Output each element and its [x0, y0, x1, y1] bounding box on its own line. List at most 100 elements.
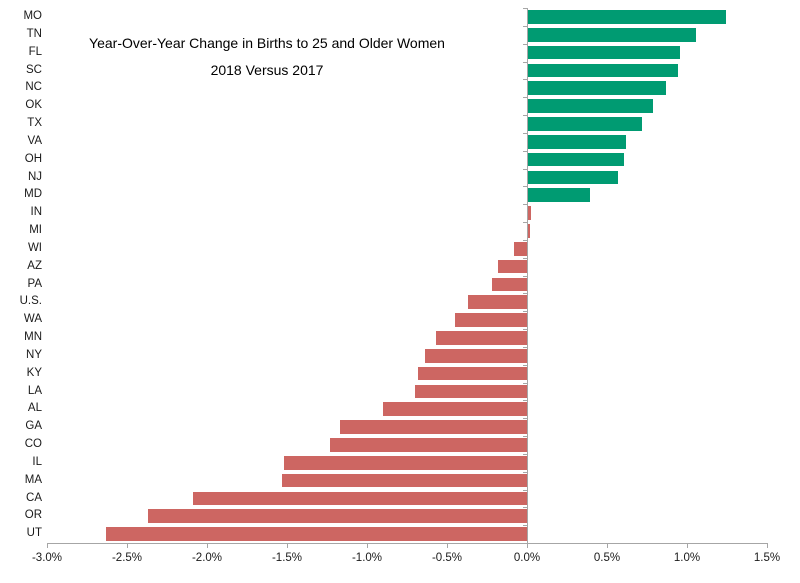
- y-axis-label-tn: TN: [26, 27, 42, 40]
- bar-ut: [106, 527, 527, 541]
- bar-md: [528, 188, 591, 203]
- baseline-tick: [523, 61, 527, 63]
- baseline-tick: [523, 257, 527, 259]
- y-axis-label-wa: WA: [23, 313, 42, 326]
- x-axis-tick: [687, 543, 688, 548]
- baseline-tick: [523, 204, 527, 206]
- baseline-tick: [523, 471, 527, 473]
- bar-ny: [424, 348, 527, 363]
- y-axis-label-tx: TX: [27, 117, 42, 129]
- bar-wa: [455, 313, 527, 327]
- y-axis-label-al: AL: [27, 402, 42, 415]
- bar-wi: [514, 241, 527, 256]
- x-axis-tick: [367, 543, 368, 548]
- y-axis-label-mn: MN: [24, 331, 42, 343]
- chart-title-line1: Year-Over-Year Change in Births to 25 an…: [89, 35, 445, 51]
- x-axis-tick: [447, 543, 448, 548]
- zero-baseline: [527, 8, 528, 543]
- y-axis-label-fl: FL: [28, 45, 42, 58]
- x-axis-tick: [607, 543, 608, 548]
- y-axis-label-ny: NY: [26, 348, 42, 361]
- y-axis-label-wi: WI: [27, 241, 42, 254]
- y-axis-label-ok: OK: [25, 99, 42, 112]
- bar-ca: [192, 491, 527, 506]
- baseline-tick: [523, 382, 527, 384]
- bar-or: [147, 509, 527, 524]
- y-axis-label-co: CO: [24, 438, 42, 450]
- x-axis-label: -0.5%: [431, 552, 463, 564]
- bar-al: [383, 402, 527, 417]
- bar-ga: [339, 420, 527, 434]
- bar-ky: [418, 366, 527, 381]
- y-axis-label-sc: SC: [26, 63, 42, 76]
- y-axis-label-oh: OH: [24, 152, 42, 165]
- baseline-tick: [523, 418, 527, 420]
- x-axis-tick: [767, 543, 768, 548]
- y-axis-label-il: IL: [32, 455, 42, 468]
- baseline-tick: [523, 525, 527, 527]
- x-axis-tick: [47, 543, 48, 548]
- bar-pa: [491, 277, 527, 292]
- bar-il: [283, 455, 527, 470]
- y-axis-label-in: IN: [30, 206, 43, 219]
- baseline-tick: [523, 489, 527, 491]
- bar-tx: [528, 117, 642, 131]
- bar-nj: [528, 170, 618, 185]
- bar-us: [467, 295, 527, 310]
- x-axis-label: 1.0%: [673, 552, 701, 564]
- bar-oh: [528, 152, 624, 167]
- bar-co: [330, 438, 527, 452]
- y-axis-label-nc: NC: [25, 81, 42, 94]
- x-axis-label: 0.5%: [593, 552, 621, 564]
- baseline-tick: [523, 132, 527, 134]
- y-axis-label-pa: PA: [27, 277, 43, 290]
- chart-title: Year-Over-Year Change in Births to 25 an…: [62, 30, 472, 84]
- y-axis-label-ut: UT: [26, 527, 42, 540]
- x-axis-label: -1.0%: [351, 552, 383, 564]
- baseline-tick: [523, 186, 527, 188]
- y-axis-label-or: OR: [24, 509, 42, 522]
- baseline-tick: [523, 364, 527, 366]
- bar-nc: [528, 81, 666, 96]
- baseline-tick: [523, 43, 527, 45]
- baseline-tick: [523, 400, 527, 402]
- y-axis-label-ma: MA: [24, 473, 42, 486]
- baseline-tick: [523, 25, 527, 27]
- bar-fl: [528, 45, 680, 60]
- bar-ok: [528, 99, 653, 113]
- baseline-tick: [523, 311, 527, 313]
- baseline-tick: [523, 436, 527, 437]
- x-axis-tick: [127, 543, 128, 548]
- x-axis-label: -2.5%: [111, 552, 143, 564]
- y-axis-label-ga: GA: [25, 420, 42, 433]
- bar-la: [415, 384, 527, 399]
- x-axis-tick: [287, 543, 288, 548]
- y-axis-label-va: VA: [27, 134, 43, 147]
- baseline-tick: [523, 150, 527, 152]
- chart-title-line2: 2018 Versus 2017: [210, 62, 324, 78]
- x-axis-label: -1.5%: [271, 552, 303, 564]
- baseline-tick: [523, 453, 527, 455]
- baseline-tick: [523, 329, 527, 330]
- y-axis-label-az: AZ: [27, 259, 42, 272]
- baseline-tick: [523, 275, 527, 277]
- baseline-tick: [523, 97, 527, 99]
- baseline-tick: [523, 222, 527, 223]
- x-axis-line: [47, 543, 767, 544]
- y-axis-label-mo: MO: [23, 10, 42, 22]
- y-axis-label-us: U.S.: [19, 295, 42, 308]
- bar-sc: [528, 63, 679, 78]
- y-axis-label-la: LA: [27, 384, 42, 397]
- baseline-tick: [523, 168, 527, 170]
- x-axis-tick: [207, 543, 208, 548]
- x-axis-label: -3.0%: [31, 552, 63, 564]
- y-axis-label-ky: KY: [26, 366, 42, 379]
- bar-tn: [528, 27, 696, 42]
- baseline-tick: [523, 115, 527, 116]
- bar-in: [528, 206, 532, 220]
- x-axis-tick: [527, 543, 528, 548]
- bar-va: [528, 134, 626, 149]
- y-axis-label-ca: CA: [26, 491, 42, 504]
- bar-mo: [528, 10, 727, 24]
